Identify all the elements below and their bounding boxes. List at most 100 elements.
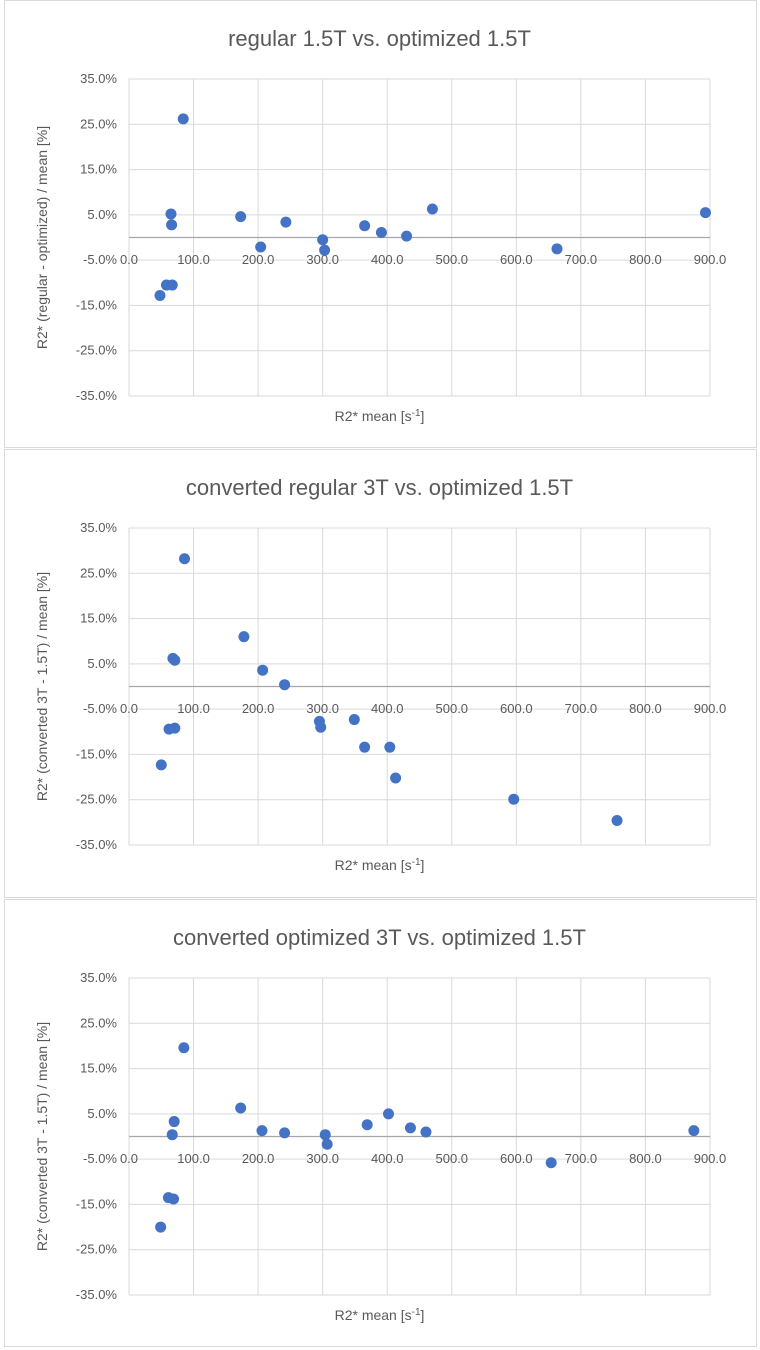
c2-x-tick-label: 200.0 — [242, 701, 275, 716]
c1-x-tick-label: 600.0 — [500, 252, 533, 267]
c2-y-tick-label: -5.0% — [83, 701, 117, 716]
c3-x-tick-label: 0.0 — [120, 1151, 138, 1166]
c1-data-point — [375, 227, 387, 239]
chart-svg-2: 35.0% 25.0% 15.0% 5.0% -5.0% -15.0% -25.0% -35.… — [34, 475, 727, 873]
c1-y-tick-label: -5.0% — [83, 252, 117, 267]
c1-data-point — [551, 243, 563, 255]
c1-x-tick-label: 200.0 — [242, 252, 275, 267]
c1-data-point — [177, 113, 189, 125]
c3-x-tick-label: 700.0 — [565, 1151, 598, 1166]
c2-data-point — [155, 759, 167, 771]
c3-y-tick-label: 15.0% — [80, 1061, 117, 1076]
c1-data-point — [280, 216, 292, 228]
chart-svg-3: 35.0% 25.0% 15.0% 5.0% -5.0% -15.0% -25.0% -35.… — [34, 925, 727, 1323]
c1-data-point — [359, 220, 371, 232]
c2-y-tick-label: -25.0% — [76, 792, 118, 807]
c3-y-tick-label: 35.0% — [80, 970, 117, 985]
c2-x-tick-label: 0.0 — [120, 701, 138, 716]
c1-data-point — [154, 289, 166, 301]
c1-x-tick-label: 700.0 — [565, 252, 598, 267]
c3-y-tick-label: 25.0% — [80, 1015, 117, 1030]
c1-y-tick-label: 25.0% — [80, 116, 117, 131]
c3-data-point — [168, 1116, 180, 1128]
c3-data-point — [321, 1138, 333, 1150]
c3-x-axis-label: R2* mean [s-1] — [335, 1307, 425, 1323]
c1-x-tick-label: 800.0 — [629, 252, 662, 267]
c3-data-point — [279, 1127, 291, 1139]
c2-y-tick-label: 5.0% — [87, 656, 117, 671]
c2-data-point — [508, 793, 520, 805]
c1-data-point — [235, 211, 247, 223]
c2-data-point — [169, 722, 181, 734]
c3-data-point — [383, 1108, 395, 1120]
c3-x-tick-label: 300.0 — [306, 1151, 339, 1166]
c1-x-tick-label: 0.0 — [120, 252, 138, 267]
c1-data-point — [165, 208, 177, 220]
c2-x-tick-label: 600.0 — [500, 701, 533, 716]
c3-data-point — [420, 1126, 432, 1138]
c3-data-point — [319, 1129, 331, 1141]
c3-y-tick-label: 5.0% — [87, 1106, 117, 1121]
c1-x-tick-label: 400.0 — [371, 252, 404, 267]
c1-data-point — [426, 203, 438, 215]
c1-data-point — [317, 234, 329, 246]
chart-panel-1: 35.0% 25.0% 15.0% 5.0% -5.0% -15.0% -25.0% -35.… — [4, 0, 757, 448]
c2-x-axis-label: R2* mean [s-1] — [335, 857, 425, 873]
c3-data-point — [688, 1125, 700, 1137]
c2-data-point — [390, 772, 402, 784]
c2-data-point — [257, 664, 269, 676]
c2-y-tick-label: 15.0% — [80, 611, 117, 626]
chart-panel-2: 35.0% 25.0% 15.0% 5.0% -5.0% -15.0% -25.0% -35.… — [4, 449, 757, 898]
c2-x-tick-label: 400.0 — [371, 701, 404, 716]
c3-data-point — [256, 1125, 268, 1137]
c1-x-tick-label: 500.0 — [436, 252, 469, 267]
c1-data-point — [255, 241, 267, 253]
c1-y-tick-label: -15.0% — [76, 297, 118, 312]
chart-panel-3: 35.0% 25.0% 15.0% 5.0% -5.0% -15.0% -25.0% -35.… — [4, 899, 757, 1347]
c3-data-point — [361, 1119, 373, 1131]
c1-y-axis-label: R2* (regular - optimized) / mean [%] — [34, 126, 50, 349]
c2-x-tick-label: 700.0 — [565, 701, 598, 716]
c1-data-point — [166, 279, 178, 291]
c2-data-point — [611, 815, 623, 827]
c1-y-tick-label: -25.0% — [76, 343, 118, 358]
c2-data-point — [179, 553, 191, 565]
c3-x-tick-label: 900.0 — [694, 1151, 727, 1166]
c2-data-point — [169, 654, 181, 666]
c1-data-point — [699, 207, 711, 219]
c1-x-axis-label: R2* mean [s-1] — [335, 408, 425, 424]
c1-chart-title: regular 1.5T vs. optimized 1.5T — [228, 26, 531, 51]
c2-y-axis-label: R2* (converted 3T - 1.5T) / mean [%] — [34, 572, 50, 801]
c2-data-point — [359, 741, 371, 753]
c3-data-point — [155, 1221, 167, 1233]
c2-x-tick-label: 300.0 — [306, 701, 339, 716]
c3-y-tick-label: -5.0% — [83, 1151, 117, 1166]
c1-x-tick-label: 100.0 — [177, 252, 210, 267]
c3-x-tick-label: 100.0 — [177, 1151, 210, 1166]
chart-svg-1: 35.0% 25.0% 15.0% 5.0% -5.0% -15.0% -25.0% -35.… — [34, 26, 726, 424]
c2-y-tick-label: -15.0% — [76, 746, 118, 761]
c2-data-point — [279, 679, 291, 691]
c2-x-tick-label: 100.0 — [177, 701, 210, 716]
c3-data-point — [166, 1129, 178, 1141]
c3-x-tick-label: 400.0 — [371, 1151, 404, 1166]
c1-y-tick-label: -35.0% — [76, 388, 118, 403]
c1-data-point — [319, 244, 331, 256]
c1-y-tick-label: 15.0% — [80, 162, 117, 177]
c2-x-tick-label: 500.0 — [436, 701, 469, 716]
c3-x-tick-label: 200.0 — [242, 1151, 275, 1166]
c2-x-tick-label: 900.0 — [694, 701, 727, 716]
c2-y-tick-label: 25.0% — [80, 565, 117, 580]
c3-chart-title: converted optimized 3T vs. optimized 1.5… — [173, 925, 586, 950]
c2-x-tick-label: 800.0 — [629, 701, 662, 716]
c3-x-tick-label: 500.0 — [436, 1151, 469, 1166]
c3-y-tick-label: -25.0% — [76, 1242, 118, 1257]
c3-data-point — [404, 1122, 416, 1134]
c2-y-tick-label: 35.0% — [80, 520, 117, 535]
c1-data-point — [401, 230, 413, 242]
c2-chart-title: converted regular 3T vs. optimized 1.5T — [186, 475, 573, 500]
c2-data-point — [315, 721, 327, 733]
c3-data-point — [168, 1193, 180, 1205]
c3-x-tick-label: 600.0 — [500, 1151, 533, 1166]
c3-data-point — [178, 1042, 190, 1054]
